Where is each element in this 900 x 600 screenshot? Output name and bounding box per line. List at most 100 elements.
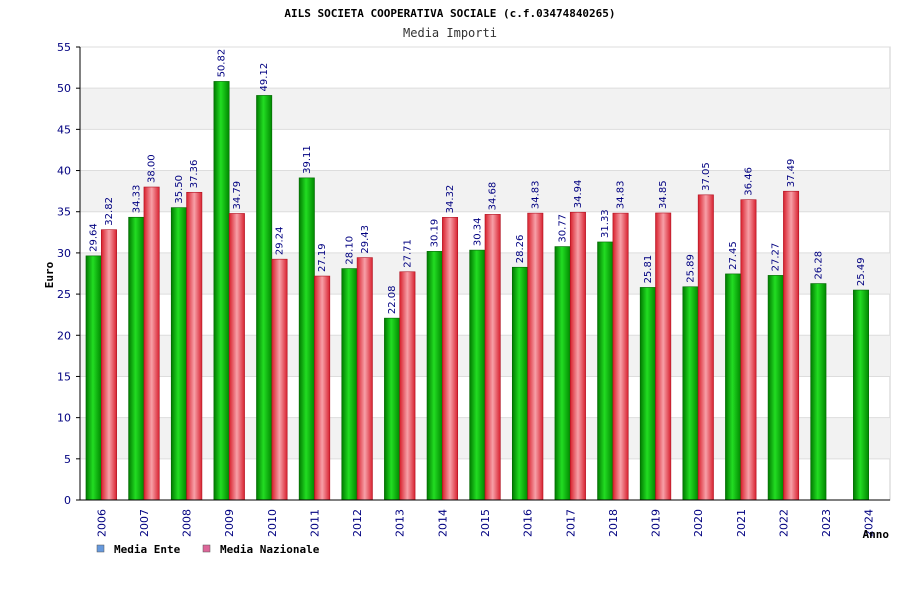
bar-nazionale — [186, 191, 203, 501]
y-axis-ticks: 0 5 10 15 20 25 30 35 40 45 50 55 — [57, 41, 890, 507]
bar-nazionale — [101, 229, 117, 501]
x-tick-label: 2017 — [564, 509, 577, 537]
y-tick-label: 0 — [64, 494, 71, 507]
bar-nazionale — [527, 212, 544, 501]
legend: Media Ente Media Nazionale — [96, 543, 320, 556]
bar-nazionale — [228, 213, 245, 501]
data-label: 39.11 — [302, 145, 313, 174]
data-label: 34.83 — [530, 180, 541, 209]
bar-ente — [639, 287, 656, 501]
bar-nazionale — [399, 271, 416, 501]
y-tick-label: 40 — [57, 165, 71, 178]
data-label: 34.32 — [445, 185, 456, 214]
data-labels: 29.64 32.82 34.33 38.00 35.50 37.36 50.82 34.79… — [89, 49, 867, 314]
data-label: 30.19 — [430, 219, 441, 248]
y-tick-label: 15 — [57, 370, 71, 383]
data-label: 32.82 — [104, 197, 115, 226]
legend-label: Media Ente — [114, 543, 181, 556]
data-label: 34.85 — [658, 180, 669, 209]
y-tick-label: 45 — [57, 123, 71, 136]
bar-nazionale — [356, 257, 373, 501]
x-tick-label: 2014 — [436, 509, 449, 537]
legend-swatch — [96, 544, 105, 553]
data-label: 29.24 — [275, 227, 286, 256]
data-label: 34.33 — [131, 185, 142, 214]
x-tick-label: 2006 — [95, 509, 108, 537]
bars — [85, 81, 869, 501]
data-label: 26.28 — [813, 251, 824, 280]
data-label: 30.77 — [558, 214, 569, 243]
bar-nazionale — [612, 212, 629, 501]
bar-ente — [682, 286, 699, 501]
legend-swatch — [202, 544, 211, 553]
bar-nazionale — [740, 199, 757, 501]
data-label: 50.82 — [217, 49, 228, 78]
bar-ente — [341, 268, 358, 501]
bar-ente — [256, 95, 273, 501]
data-label: 36.46 — [743, 167, 754, 196]
data-label: 34.83 — [616, 180, 627, 209]
x-tick-label: 2018 — [607, 509, 620, 537]
bar-ente — [767, 275, 784, 501]
y-tick-label: 55 — [57, 41, 71, 54]
bar-ente — [511, 266, 528, 501]
data-label: 29.43 — [360, 225, 371, 254]
bar-ente — [853, 289, 869, 501]
data-label: 30.34 — [472, 217, 483, 246]
x-tick-label: 2019 — [650, 509, 663, 537]
bar-ente — [170, 207, 187, 501]
data-label: 27.45 — [728, 241, 739, 270]
data-label: 27.27 — [771, 243, 782, 272]
bar-nazionale — [271, 258, 288, 501]
data-label: 38.00 — [147, 154, 158, 183]
chart-subtitle: Media Importi — [403, 26, 497, 40]
x-tick-label: 2012 — [351, 509, 364, 537]
bar-ente — [298, 177, 315, 501]
y-tick-label: 5 — [64, 453, 71, 466]
bar-ente — [384, 317, 401, 501]
data-label: 37.05 — [701, 162, 712, 191]
x-tick-label: 2016 — [522, 509, 535, 537]
x-tick-label: 2021 — [735, 509, 748, 537]
y-tick-label: 50 — [57, 82, 71, 95]
bar-ente — [85, 255, 102, 501]
data-label: 37.49 — [786, 159, 797, 188]
bar-nazionale — [442, 217, 459, 501]
data-label: 25.81 — [643, 255, 654, 284]
x-tick-label: 2020 — [692, 509, 705, 537]
bar-ente — [213, 81, 230, 501]
bar-ente — [128, 216, 145, 501]
bar-ente — [554, 246, 571, 501]
data-label: 25.89 — [685, 254, 696, 283]
data-label: 29.64 — [89, 223, 100, 252]
bar-nazionale — [655, 212, 672, 501]
chart-title: AILS SOCIETA COOPERATIVA SOCIALE (c.f.03… — [284, 7, 615, 20]
bar-nazionale — [697, 194, 714, 501]
x-tick-label: 2011 — [308, 509, 321, 537]
data-label: 28.26 — [515, 235, 526, 264]
data-label: 34.79 — [232, 181, 243, 210]
x-tick-label: 2023 — [820, 509, 833, 537]
legend-label: Media Nazionale — [220, 543, 320, 556]
bar-nazionale — [569, 211, 586, 501]
data-label: 27.71 — [402, 239, 413, 268]
bar-ente — [426, 251, 443, 501]
y-tick-label: 35 — [57, 206, 71, 219]
y-axis-label: Euro — [43, 261, 56, 288]
y-tick-label: 30 — [57, 247, 71, 260]
bar-nazionale — [314, 275, 331, 501]
data-label: 28.10 — [344, 236, 355, 265]
data-label: 34.94 — [573, 180, 584, 209]
bar-ente — [810, 283, 827, 501]
data-label: 31.33 — [600, 209, 611, 238]
data-label: 27.19 — [317, 243, 328, 272]
data-label: 25.49 — [856, 257, 867, 286]
x-tick-label: 2007 — [138, 509, 151, 537]
x-tick-label: 2010 — [266, 509, 279, 537]
bar-ente — [597, 241, 614, 501]
data-label: 34.68 — [488, 182, 499, 211]
data-label: 37.36 — [189, 160, 200, 189]
y-tick-label: 10 — [57, 412, 71, 425]
x-tick-label: 2013 — [394, 509, 407, 537]
